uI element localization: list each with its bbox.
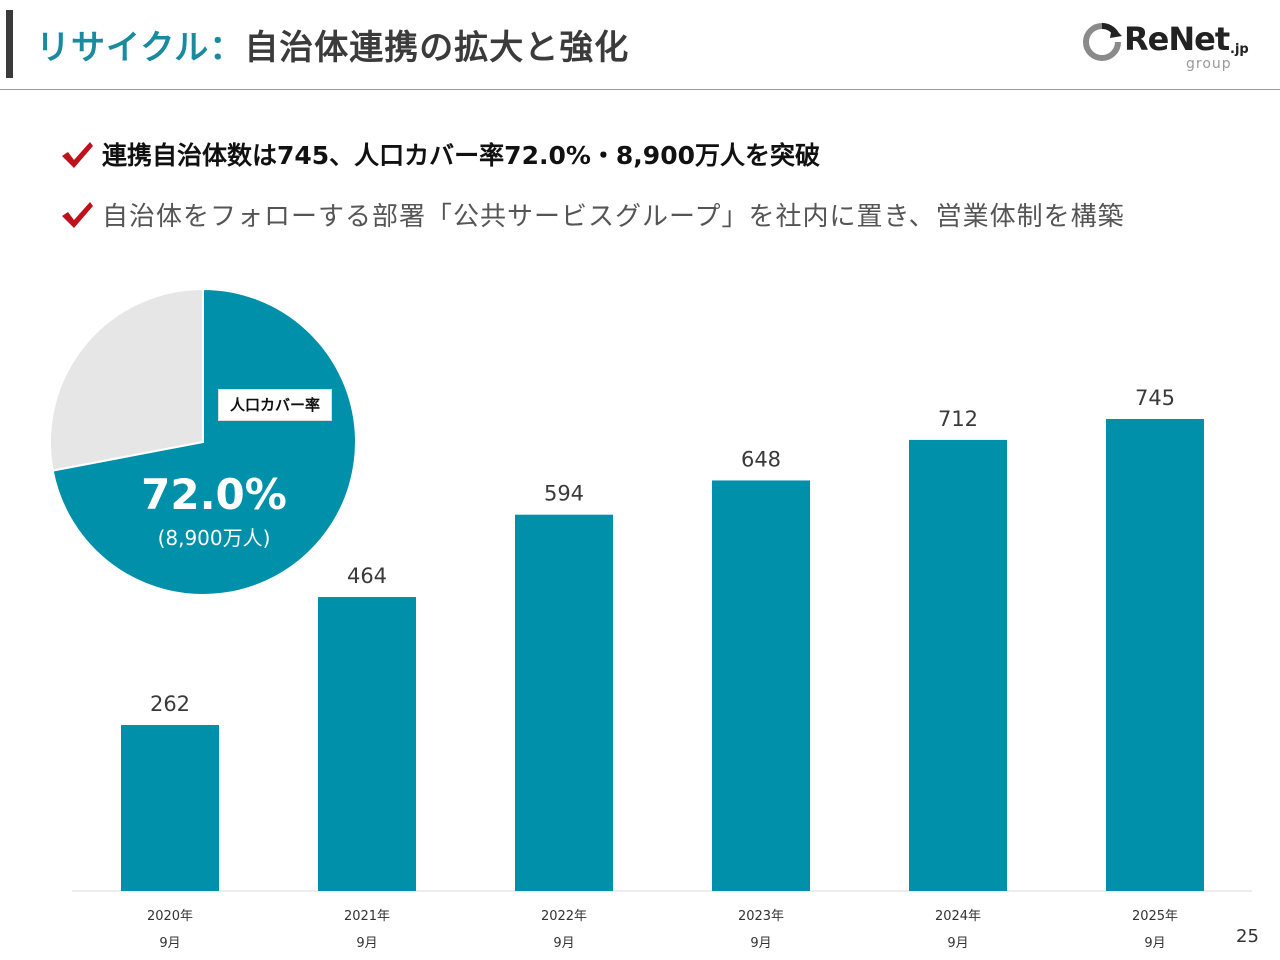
- x-tick-label-0-0: 2020年: [147, 909, 193, 924]
- x-tick-label-2-0: 2022年: [541, 909, 587, 924]
- bar-value-label-5: 745: [1135, 386, 1175, 410]
- bar-value-label-1: 464: [347, 564, 387, 588]
- recycle-arrow-icon: [1083, 22, 1122, 61]
- logo-group: group: [1186, 56, 1232, 72]
- x-tick-label-4-1: 9月: [947, 936, 968, 951]
- page-title: リサイクル：自治体連携の拡大と強化: [36, 20, 629, 69]
- x-tick-label-1-0: 2021年: [344, 909, 390, 924]
- x-tick-label-5-1: 9月: [1144, 936, 1165, 951]
- bar-4: [909, 439, 1007, 891]
- x-tick-label-3-0: 2023年: [738, 909, 784, 924]
- x-tick-label-0-1: 9月: [159, 936, 180, 951]
- pie-subvalue: (8,900万人): [157, 526, 271, 550]
- bullet-2-text: 自治体をフォローする部署「公共サービスグループ」を社内に置き、営業体制を構築: [102, 202, 1125, 232]
- page-title-part2: 自治体連携の拡大と強化: [244, 28, 630, 68]
- title-accent-bar: [6, 10, 13, 78]
- pie-slice-covered: [51, 287, 357, 596]
- bar-value-label-2: 594: [544, 482, 584, 506]
- bar-0: [121, 725, 219, 891]
- x-tick-label-2-1: 9月: [553, 936, 574, 951]
- bullet-1-text: 連携自治体数は745、人口カバー率72.0%・8,900万人を突破: [102, 141, 820, 170]
- pie-value: 72.0%: [141, 470, 287, 519]
- renet-logo: ReNet .jp group: [1080, 18, 1270, 78]
- pie-label: 人口カバー率: [218, 389, 332, 421]
- bar-1: [318, 597, 416, 891]
- bar-2: [515, 514, 613, 891]
- x-tick-label-3-1: 9月: [750, 936, 771, 951]
- checkmark-icon: [62, 142, 93, 168]
- pie-slice-rest: [49, 287, 204, 472]
- page-number: 25: [1236, 926, 1259, 947]
- bar-value-label-0: 262: [150, 692, 190, 716]
- x-tick-label-1-1: 9月: [356, 936, 377, 951]
- bar-value-label-3: 648: [741, 447, 781, 471]
- x-tick-label-5-0: 2025年: [1132, 909, 1178, 924]
- bar-5: [1106, 419, 1204, 891]
- logo-suffix: .jp: [1230, 42, 1249, 57]
- bar-3: [712, 480, 810, 891]
- bar-value-label-4: 712: [938, 407, 978, 431]
- x-tick-label-4-0: 2024年: [935, 909, 981, 924]
- checkmark-icon: [62, 202, 93, 228]
- title-bar: リサイクル：自治体連携の拡大と強化 ReNet .jp group: [0, 0, 1280, 90]
- logo-text: ReNet: [1124, 20, 1230, 58]
- page-title-part1: リサイクル：: [36, 28, 245, 68]
